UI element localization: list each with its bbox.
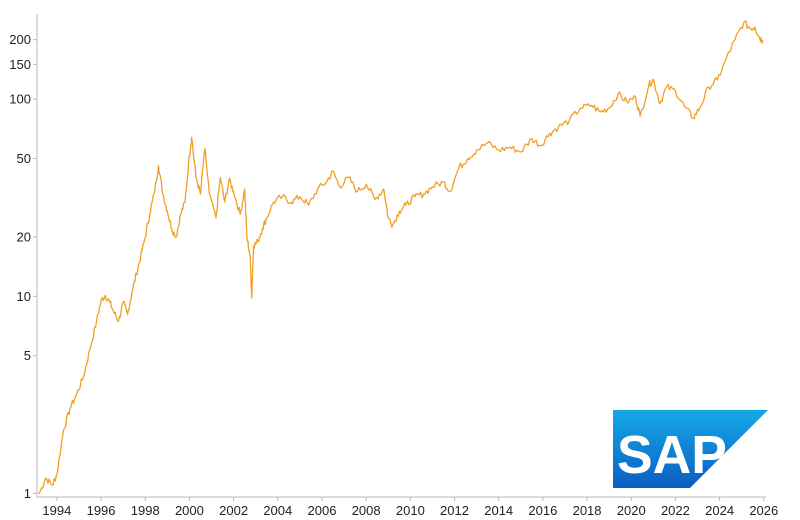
axes bbox=[36, 14, 766, 498]
y-tick-label: 5 bbox=[24, 348, 31, 363]
y-tick-label: 150 bbox=[9, 57, 31, 72]
x-tick-label: 2024 bbox=[705, 503, 734, 518]
x-tick-label: 2010 bbox=[396, 503, 425, 518]
x-tick-label: 2016 bbox=[528, 503, 557, 518]
x-tick-label: 2008 bbox=[352, 503, 381, 518]
plot-area bbox=[38, 20, 764, 495]
x-tick-label: 2026 bbox=[749, 503, 778, 518]
x-tick-label: 2020 bbox=[617, 503, 646, 518]
x-tick-label: 2000 bbox=[175, 503, 204, 518]
registered-mark: ® bbox=[708, 475, 717, 489]
x-axis-ticks: 1994 1996 1998 2000 2002 2004 2006 2008 2010 2012… bbox=[42, 497, 778, 518]
x-tick-label: 2002 bbox=[219, 503, 248, 518]
y-tick-label: 10 bbox=[17, 289, 31, 304]
x-tick-label: 2012 bbox=[440, 503, 469, 518]
y-tick-label: 1 bbox=[24, 486, 31, 501]
y-tick-label: 50 bbox=[17, 151, 31, 166]
x-tick-label: 1996 bbox=[87, 503, 116, 518]
price-series-line bbox=[38, 20, 764, 495]
y-tick-label: 20 bbox=[17, 229, 31, 244]
y-tick-label: 100 bbox=[9, 92, 31, 107]
x-tick-label: 1994 bbox=[42, 503, 71, 518]
x-tick-label: 2018 bbox=[573, 503, 602, 518]
y-axis-ticks: 1 5 10 20 50 100 150 200 bbox=[9, 32, 37, 501]
y-tick-label: 200 bbox=[9, 32, 31, 47]
sap-logo: SAP ® bbox=[613, 410, 768, 489]
sap-logo-shape bbox=[613, 410, 768, 488]
x-tick-label: 1998 bbox=[131, 503, 160, 518]
x-tick-label: 2022 bbox=[661, 503, 690, 518]
x-tick-label: 2014 bbox=[484, 503, 513, 518]
x-tick-label: 2006 bbox=[308, 503, 337, 518]
sap-logo-wordmark: SAP bbox=[617, 425, 727, 485]
x-tick-label: 2004 bbox=[263, 503, 292, 518]
